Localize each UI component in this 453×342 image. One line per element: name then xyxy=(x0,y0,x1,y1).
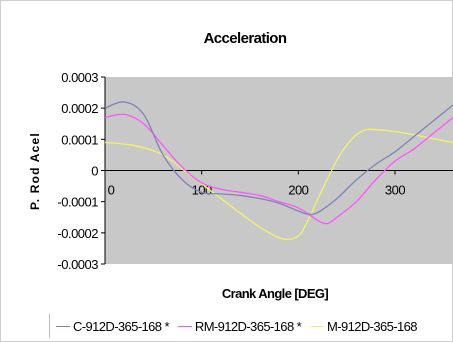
x-tick-label: 300 xyxy=(385,183,405,198)
y-tick-label: 0.0002 xyxy=(61,101,98,116)
x-axis-label: Crank Angle [DEG] xyxy=(222,286,329,301)
series-line-2 xyxy=(104,128,453,240)
series-line-1 xyxy=(104,113,453,225)
legend-label-m912d: M-912D-365-168 xyxy=(327,318,417,334)
legend-label-c912d: C-912D-365-168 * xyxy=(73,318,170,334)
y-tick-label: -0.0003 xyxy=(57,257,98,272)
x-tick-label: 0 xyxy=(108,183,115,198)
y-tick-label: 0.0001 xyxy=(61,132,98,147)
y-tick-label: -0.0001 xyxy=(57,195,98,210)
x-tick-label: 200 xyxy=(288,183,308,198)
legend-swatch-rm912d xyxy=(177,325,192,327)
legend-item-rm912d: RM-912D-365-168 * xyxy=(177,318,302,334)
series-group xyxy=(104,101,453,240)
y-axis-label: P. Rod Acel xyxy=(28,132,42,210)
legend-label-rm912d: RM-912D-365-168 * xyxy=(194,318,302,334)
legend-item-m912d: M-912D-365-168 xyxy=(310,318,418,334)
chart-title: Acceleration xyxy=(204,30,287,47)
legend: C-912D-365-168 * RM-912D-365-168 * M-912… xyxy=(49,312,453,340)
y-tick-label: 0 xyxy=(91,164,98,179)
legend-item-c912d: C-912D-365-168 * xyxy=(56,318,170,334)
legend-swatch-c912d xyxy=(56,325,70,327)
legend-border xyxy=(49,314,50,338)
y-tick-label: 0.0003 xyxy=(61,70,98,85)
legend-swatch-m912d xyxy=(310,325,325,327)
series-line-0 xyxy=(104,101,453,216)
y-tick-label: -0.0002 xyxy=(57,226,98,241)
